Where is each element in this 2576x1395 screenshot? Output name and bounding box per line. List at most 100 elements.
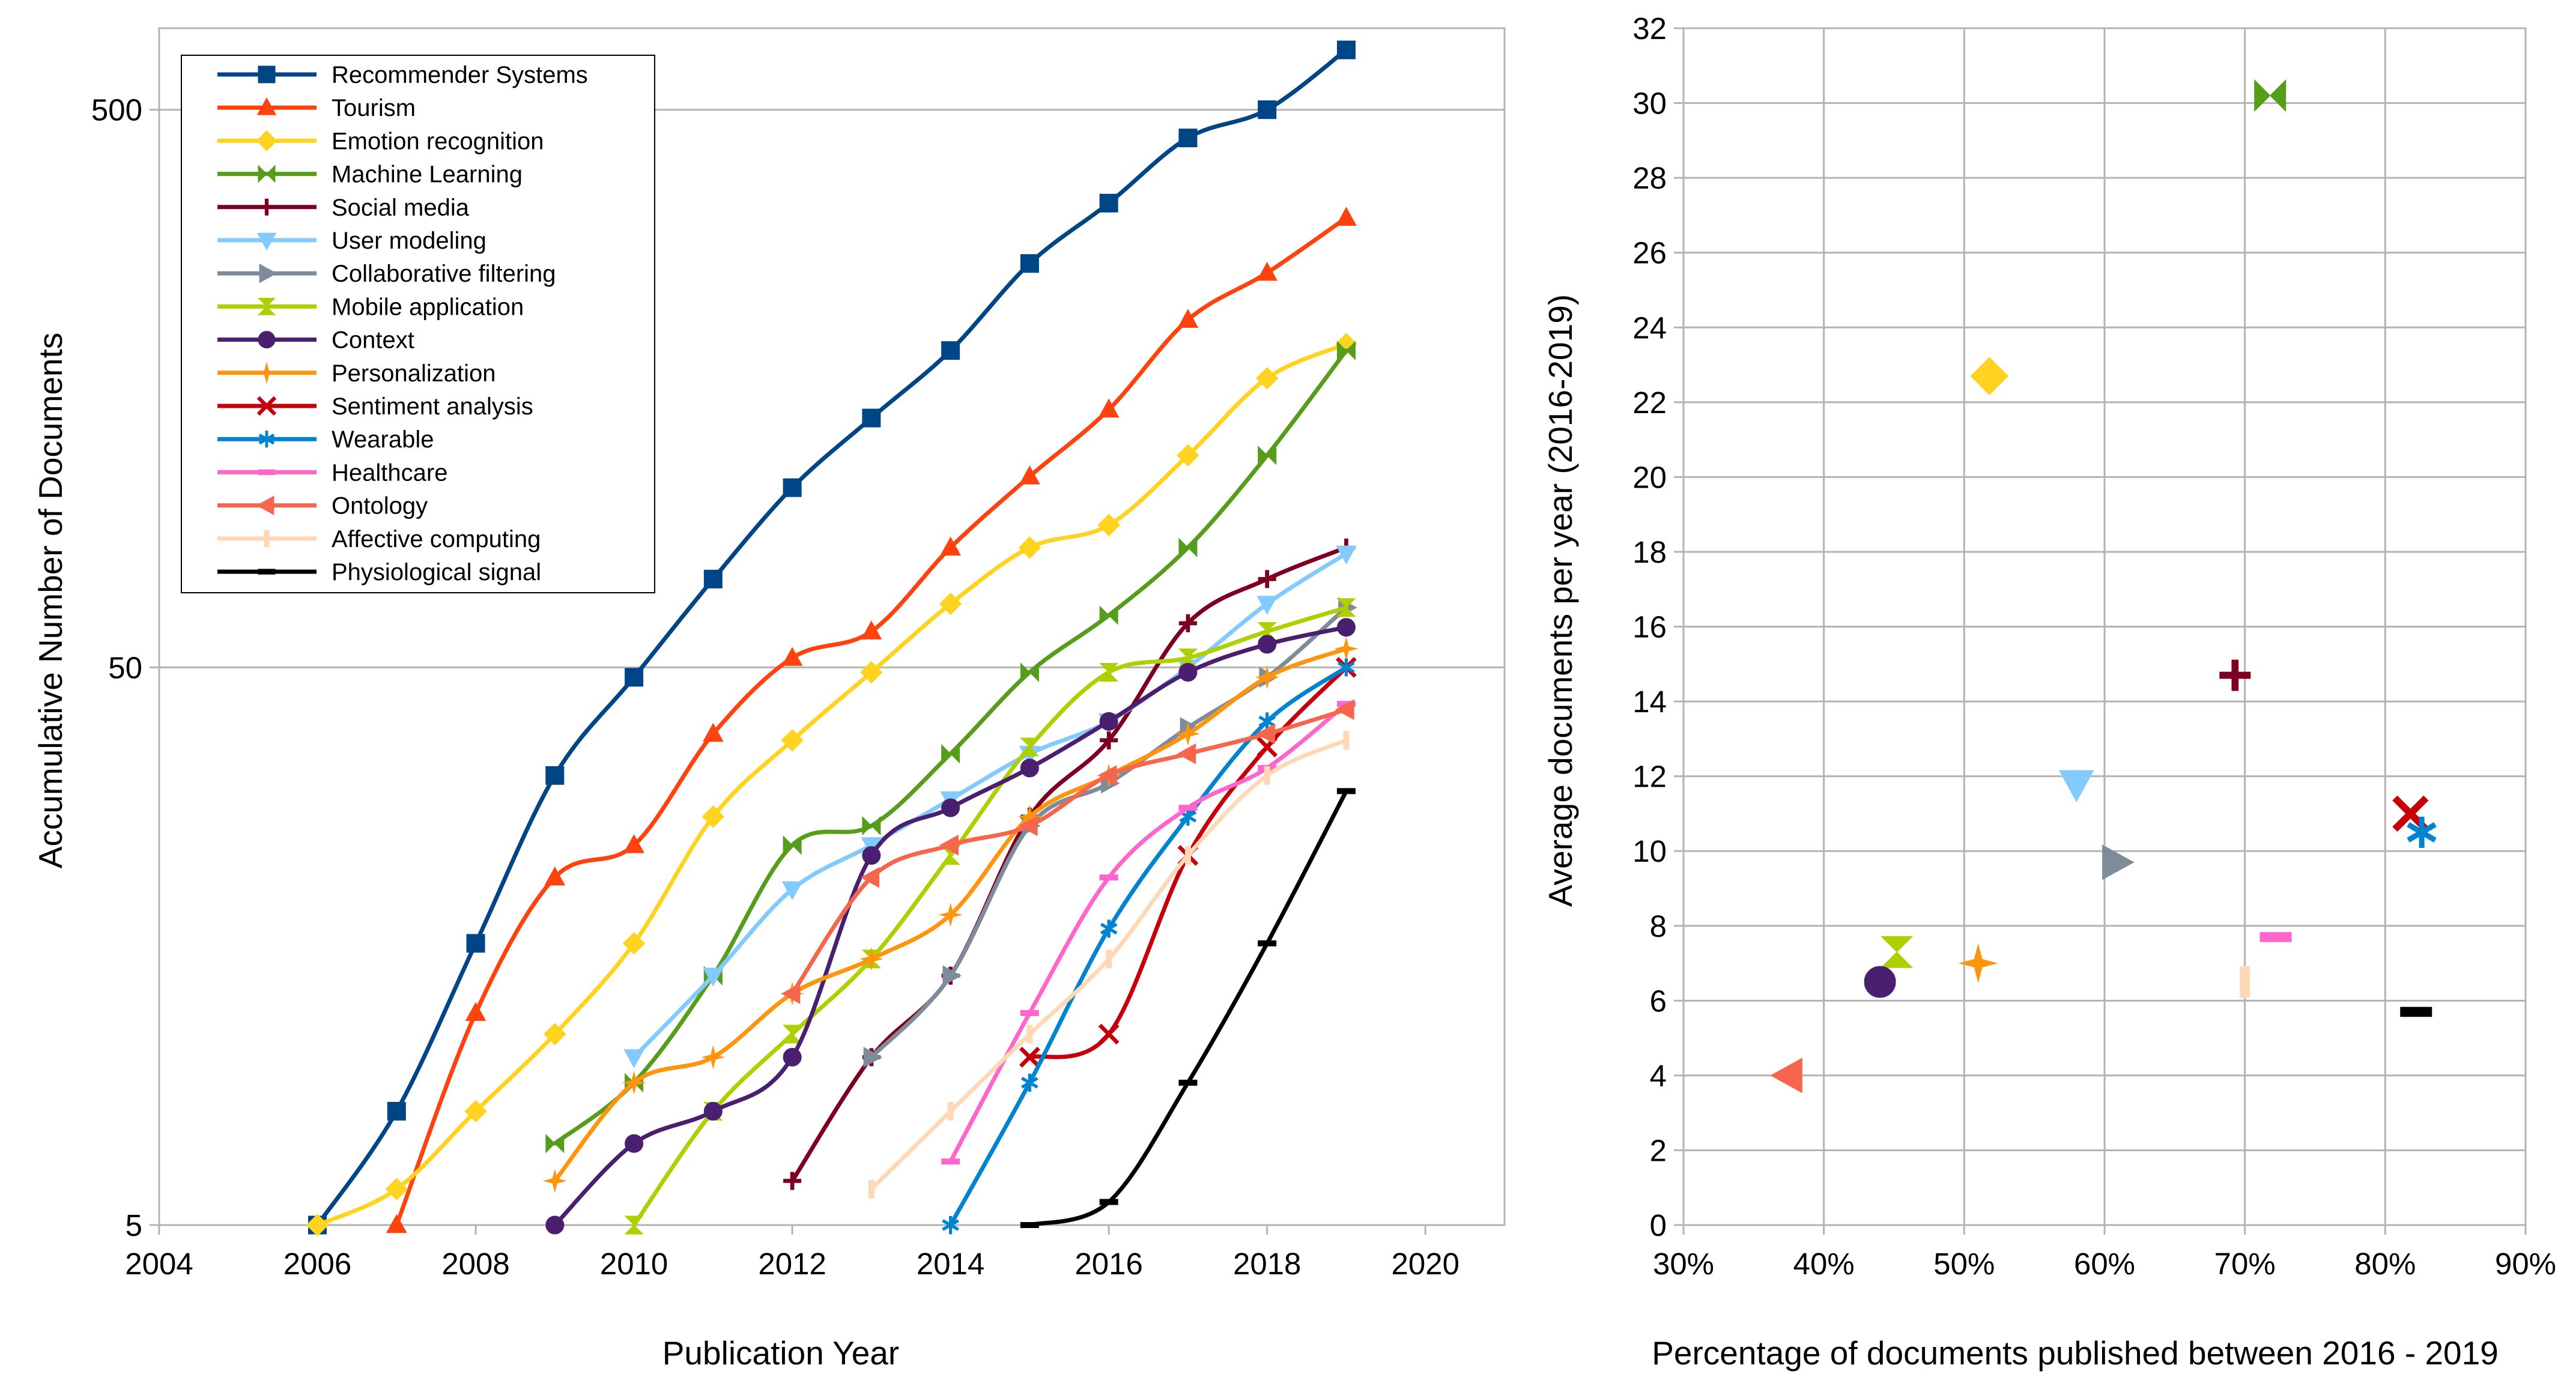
data-point: [1178, 537, 1198, 558]
legend-label: Ontology: [332, 493, 428, 519]
series-line: [1027, 788, 1348, 1227]
right-y-tick-label: 2: [1650, 1133, 1667, 1167]
data-point: [1099, 662, 1119, 682]
scatter-point-healthcare: [2259, 932, 2292, 942]
legend-label: Healthcare: [332, 459, 447, 486]
data-point: [1343, 731, 1350, 750]
data-point: [1264, 766, 1270, 785]
data-point: [1255, 367, 1279, 390]
legend-label: Sentiment analysis: [332, 393, 533, 420]
data-point: [1099, 874, 1118, 881]
legend-item-healthcare: Healthcare: [217, 459, 447, 486]
data-point: [1020, 737, 1040, 757]
legend-item-collaborative-filtering: Collaborative filtering: [217, 261, 556, 287]
data-point: [861, 620, 882, 640]
left-x-tick-label: 2014: [917, 1247, 984, 1281]
series-line: [315, 342, 1348, 1227]
data-point: [941, 743, 960, 764]
left-x-tick-label: 2016: [1074, 1247, 1142, 1281]
legend-label: Personalization: [332, 360, 496, 387]
data-point: [1178, 129, 1198, 148]
data-point: [939, 835, 959, 856]
data-point: [622, 932, 646, 955]
legend-item-tourism: Tourism: [217, 95, 416, 121]
legend-marker: [256, 495, 274, 515]
data-point: [1099, 1199, 1118, 1205]
data-point: [1255, 665, 1279, 689]
data-point: [1256, 596, 1278, 615]
series-context: [545, 618, 1356, 1235]
data-point: [1258, 446, 1277, 465]
data-point: [1178, 614, 1197, 632]
legend-label: Wearable: [332, 426, 434, 453]
left-x-axis-label: Publication Year: [662, 1334, 899, 1372]
data-point: [783, 1047, 802, 1067]
scatter-point-ontology: [1770, 1058, 1802, 1094]
data-point: [859, 946, 883, 971]
data-point: [625, 668, 644, 687]
data-point: [1336, 545, 1357, 565]
data-point: [783, 1172, 802, 1190]
data-point: [1020, 1222, 1039, 1228]
scatter-point-wearable: [2407, 817, 2437, 849]
left-x-tick-label: 2004: [125, 1247, 193, 1281]
legend-item-social-media: Social media: [217, 195, 470, 221]
legend-label: Social media: [332, 195, 470, 221]
data-point: [466, 934, 485, 953]
data-point: [1100, 731, 1118, 749]
right-y-tick-label: 8: [1650, 909, 1667, 943]
left-y-axis-label: Accumulative Number of Documents: [32, 333, 69, 869]
data-point: [1336, 598, 1356, 617]
legend-marker: [264, 530, 270, 548]
legend-marker: [258, 65, 276, 83]
right-y-tick-label: 18: [1632, 535, 1667, 569]
legend-item-mobile-application: Mobile application: [217, 294, 524, 320]
scatter-point-emotion-recognition: [1970, 357, 2009, 396]
data-point: [1175, 722, 1200, 746]
left-x-tick-label: 2006: [283, 1247, 351, 1281]
data-point: [1258, 570, 1276, 589]
scatter-point-physiological-signal: [2400, 1006, 2432, 1017]
right-y-tick-label: 4: [1650, 1059, 1667, 1093]
data-point: [1335, 699, 1354, 721]
data-point: [1019, 1047, 1040, 1068]
data-point: [1020, 254, 1039, 273]
data-point: [545, 1215, 565, 1235]
legend-label: Recommender Systems: [332, 62, 588, 88]
data-point: [1106, 949, 1112, 969]
data-point: [781, 647, 803, 666]
series-recommender-systems: [308, 40, 1356, 1235]
data-point: [1177, 743, 1196, 764]
data-point: [868, 1179, 874, 1199]
legend-item-recommender-systems: Recommender Systems: [217, 62, 588, 88]
legend: Recommender Systems Tourism Emotion recogn…: [181, 55, 655, 593]
legend-label: Emotion recognition: [332, 128, 544, 154]
legend-label: Physiological signal: [332, 559, 541, 586]
legend-item-emotion-recognition: Emotion recognition: [217, 128, 544, 154]
data-point: [1256, 723, 1275, 745]
data-point: [385, 1178, 408, 1200]
data-point: [1098, 1023, 1120, 1045]
data-point: [1099, 193, 1118, 213]
legend-item-context: Context: [217, 327, 414, 354]
scatter-point-mobile-application: [1880, 936, 1914, 968]
legend-item-personalization: Personalization: [217, 360, 496, 387]
data-point: [1021, 1073, 1038, 1092]
data-point: [1177, 309, 1199, 328]
data-point: [1099, 712, 1118, 731]
right-gridlines: [1674, 27, 2527, 1235]
left-x-tick-label: 2018: [1233, 1247, 1301, 1281]
legend-item-wearable: Wearable: [217, 426, 434, 453]
right-x-tick-label: 50%: [1933, 1247, 1995, 1281]
data-point: [1258, 100, 1277, 120]
data-point: [1178, 805, 1198, 811]
data-point: [1338, 658, 1355, 677]
data-point: [862, 408, 881, 428]
data-point: [1336, 788, 1356, 794]
data-point: [703, 967, 724, 987]
legend-marker: [256, 130, 277, 151]
data-point: [782, 1024, 802, 1044]
data-point: [544, 1023, 566, 1045]
